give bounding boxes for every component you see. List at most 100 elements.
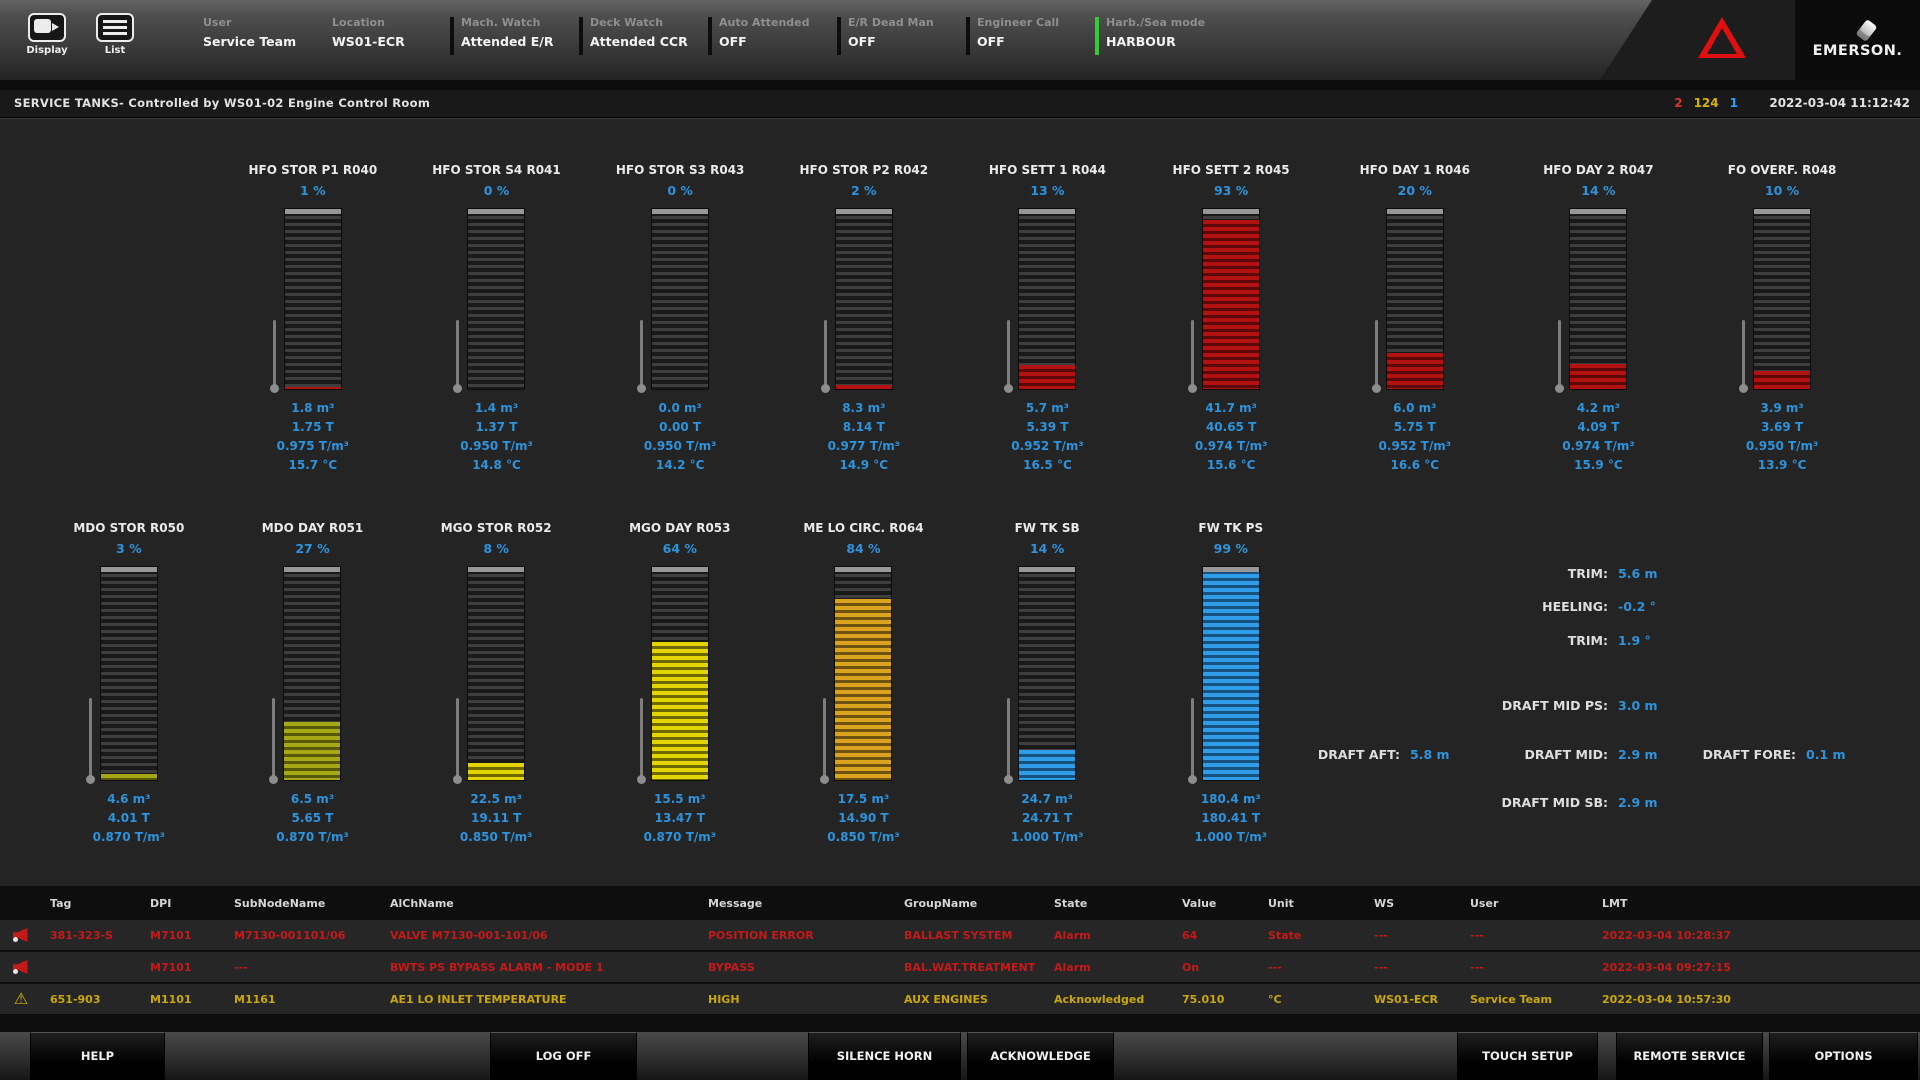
status-divider-black: [837, 17, 841, 55]
alarm-row[interactable]: M7101---BWTS PS BYPASS ALARM - MODE 1BYP…: [0, 952, 1920, 982]
column-header-tag[interactable]: Tag: [42, 897, 142, 910]
tank-value: 3.9 m³: [1746, 399, 1818, 418]
column-header-user[interactable]: User: [1462, 897, 1594, 910]
alarm-triangle-icon[interactable]: [1698, 17, 1746, 59]
tank-level-fill: [1203, 220, 1259, 389]
tank-name: HFO DAY 2 R047: [1543, 163, 1653, 177]
gauge-top-cap: [468, 567, 524, 572]
tank-value: 14.8 °C: [460, 456, 532, 475]
tank-name: ME LO CIRC. R064: [803, 521, 923, 535]
log-off-button[interactable]: LOG OFF: [490, 1032, 637, 1080]
silence-horn-button[interactable]: SILENCE HORN: [808, 1032, 961, 1080]
tank-level-gauge[interactable]: [1569, 208, 1627, 390]
tank-level-fill: [1019, 365, 1075, 389]
tank-level-gauge[interactable]: [467, 566, 525, 781]
column-header-subnodename[interactable]: SubNodeName: [226, 897, 382, 910]
status-label: E/R Dead Man: [848, 16, 966, 29]
column-header-alchname[interactable]: AlChName: [382, 897, 700, 910]
acknowledge-button[interactable]: ACKNOWLEDGE: [967, 1032, 1114, 1080]
alarm-row[interactable]: ⚠651-903M1101M1161AE1 LO INLET TEMPERATU…: [0, 984, 1920, 1014]
gauge-top-cap: [468, 209, 524, 214]
tank-value: 8.14 T: [828, 418, 900, 437]
tank-value: 15.6 °C: [1195, 456, 1267, 475]
tank-value: 0.870 T/m³: [276, 828, 348, 847]
column-header-groupname[interactable]: GroupName: [896, 897, 1046, 910]
tank-level-gauge[interactable]: [284, 208, 342, 390]
tank-value: 0.850 T/m³: [827, 828, 899, 847]
tank-level-fill: [1387, 353, 1443, 389]
tank-level-gauge[interactable]: [1018, 208, 1076, 390]
tank-row-do-fw: MDO STOR R0503 %4.6 m³4.01 T0.870 T/m³MD…: [37, 521, 1323, 847]
gauge-top-cap: [1387, 209, 1443, 214]
tank-name: HFO STOR P2 R042: [799, 163, 928, 177]
tank-level-percent: 1 %: [300, 183, 326, 198]
tank-level-gauge[interactable]: [835, 208, 893, 390]
tank-value: 41.7 m³: [1195, 399, 1267, 418]
column-header-dpi[interactable]: DPI: [142, 897, 226, 910]
tank-level-gauge[interactable]: [834, 566, 892, 781]
display-icon: [28, 13, 66, 42]
tank-value: 180.4 m³: [1195, 790, 1267, 809]
tank-level-gauge[interactable]: [100, 566, 158, 781]
status-field-location: LocationWS01-ECR: [321, 16, 450, 49]
tank-level-gauge[interactable]: [467, 208, 525, 390]
status-label: Auto Attended: [719, 16, 837, 29]
column-header-state[interactable]: State: [1046, 897, 1174, 910]
tank-level-gauge[interactable]: [1386, 208, 1444, 390]
tank-name: MGO DAY R053: [629, 521, 730, 535]
tank-name: HFO STOR S4 R041: [432, 163, 561, 177]
horn-alarm-icon: [13, 928, 30, 942]
tank-level-gauge[interactable]: [1018, 566, 1076, 781]
tank-name: MDO DAY R051: [262, 521, 364, 535]
gauge-top-cap: [101, 567, 157, 572]
column-header-ws[interactable]: WS: [1366, 897, 1462, 910]
column-header-unit[interactable]: Unit: [1260, 897, 1366, 910]
status-label: Harb./Sea mode: [1106, 16, 1224, 29]
gauge-top-cap: [1203, 209, 1259, 214]
tank-value: 0.950 T/m³: [644, 437, 716, 456]
tank-level-gauge[interactable]: [283, 566, 341, 781]
options-button[interactable]: OPTIONS: [1769, 1032, 1918, 1080]
tank-value: 0.952 T/m³: [1379, 437, 1451, 456]
tank-level-percent: 93 %: [1214, 183, 1248, 198]
tank-value: 19.11 T: [460, 809, 532, 828]
column-header-lmt[interactable]: LMT: [1594, 897, 1920, 910]
gauge-top-cap: [1570, 209, 1626, 214]
column-header-value[interactable]: Value: [1174, 897, 1260, 910]
tank-level-gauge[interactable]: [651, 566, 709, 781]
watch-status-fields: UserService TeamLocationWS01-ECRMach. Wa…: [192, 16, 1224, 49]
top-header-bar: Display List UserService TeamLocationWS0…: [0, 0, 1920, 80]
emerson-logo-glyph-icon: [1856, 19, 1878, 42]
status-label: Engineer Call: [977, 16, 1095, 29]
thermometer-icon: [1188, 698, 1197, 784]
alarm-count-blue: 1: [1730, 96, 1738, 110]
tank-value: 0.950 T/m³: [1746, 437, 1818, 456]
gauge-top-cap: [285, 209, 341, 214]
thermometer-icon: [821, 320, 830, 393]
tank-level-gauge[interactable]: [651, 208, 709, 390]
tank-value: 15.5 m³: [644, 790, 716, 809]
heeling-readout: HEELING: -0.2 °: [1458, 599, 1688, 619]
tank-level-gauge[interactable]: [1202, 208, 1260, 390]
tank-level-gauge[interactable]: [1753, 208, 1811, 390]
alarm-row[interactable]: 381-323-SM7101M7130-001101/06VALVE M7130…: [0, 920, 1920, 950]
remote-service-button[interactable]: REMOTE SERVICE: [1616, 1032, 1763, 1080]
display-button[interactable]: Display: [16, 13, 78, 56]
tank-value: 0.870 T/m³: [93, 828, 165, 847]
help-button[interactable]: HELP: [30, 1032, 165, 1080]
thermometer-icon: [637, 320, 646, 393]
alarm-list-header: TagDPISubNodeNameAlChNameMessageGroupNam…: [0, 886, 1920, 920]
tank-value: 6.5 m³: [276, 790, 348, 809]
list-button[interactable]: List: [84, 13, 146, 56]
tank-value: 5.75 T: [1379, 418, 1451, 437]
tank-value: 14.2 °C: [644, 456, 716, 475]
column-header-message[interactable]: Message: [700, 897, 896, 910]
tank-value: 1.000 T/m³: [1195, 828, 1267, 847]
draft-mid-ps-readout: DRAFT MID PS: 3.0 m: [1458, 698, 1688, 718]
tank-fw-tk-ps: FW TK PS99 %180.4 m³180.41 T1.000 T/m³: [1139, 521, 1323, 847]
gauge-top-cap: [652, 209, 708, 214]
status-field-user: UserService Team: [192, 16, 321, 49]
touch-setup-button[interactable]: TOUCH SETUP: [1457, 1032, 1598, 1080]
tank-value: 16.5 °C: [1011, 456, 1083, 475]
tank-level-fill: [1570, 364, 1626, 389]
